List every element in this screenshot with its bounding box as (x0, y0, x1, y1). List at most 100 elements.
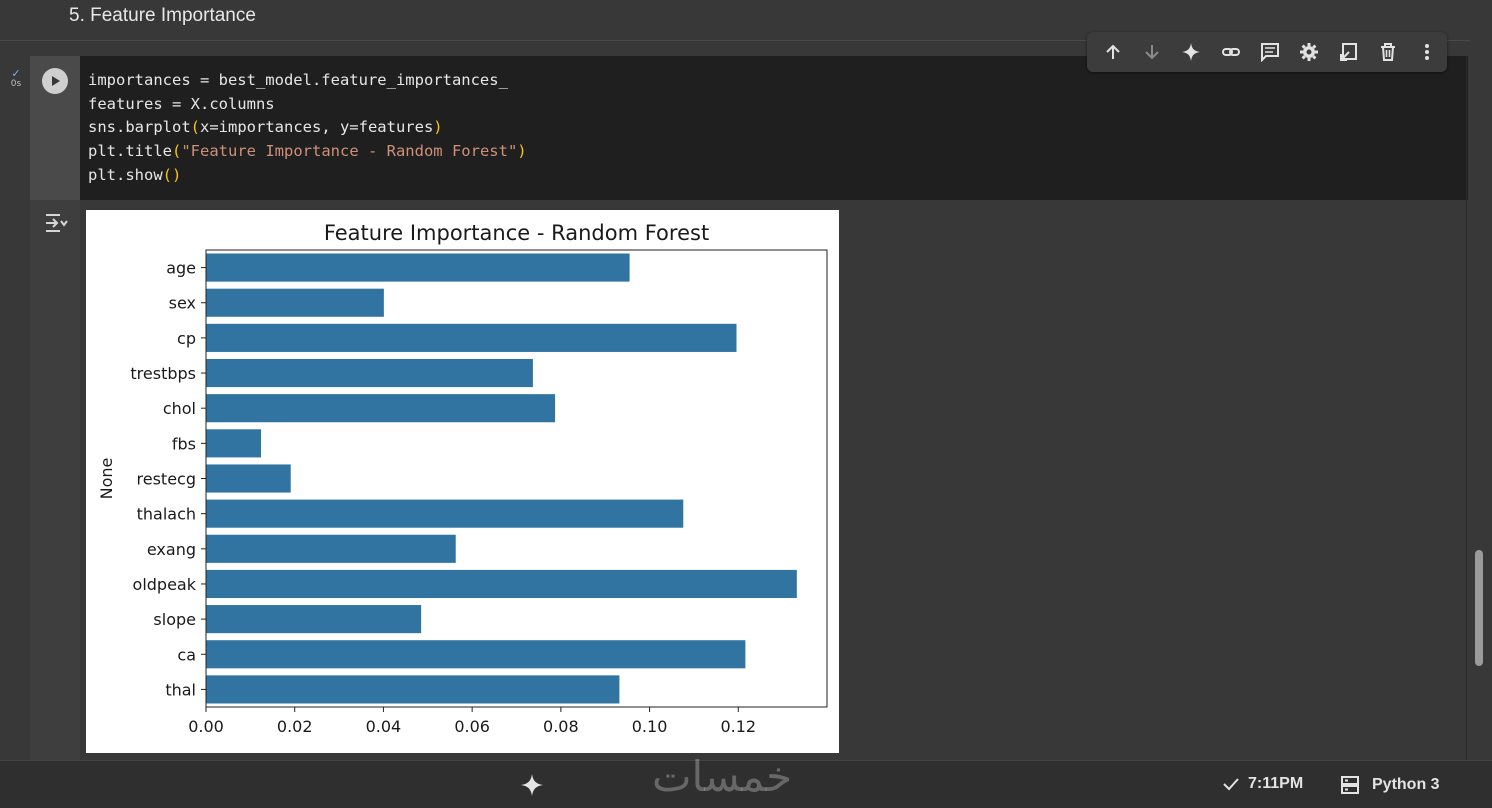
code-line[interactable]: sns.barplot(x=importances, y=features) (88, 116, 527, 140)
trash-icon (1380, 43, 1395, 61)
code-token: ( (190, 118, 200, 137)
arrow-up-icon (1105, 44, 1120, 59)
cell-gutter (30, 56, 80, 200)
y-tick-label: cp (177, 329, 196, 348)
cell-divider (0, 40, 1470, 41)
y-tick-label: sex (169, 294, 196, 313)
bar-chol (206, 394, 556, 423)
cell-output: Feature Importance - Random Forest age sex… (30, 200, 1468, 760)
y-tick-label: chol (163, 399, 196, 418)
bar-age (206, 253, 630, 282)
y-tick-label: ca (177, 645, 196, 664)
code-token: features = X.columns (88, 94, 275, 113)
code-editor[interactable]: importances = best_model.feature_importa… (80, 56, 1468, 200)
bar-chart: Feature Importance - Random Forest age sex… (97, 221, 828, 736)
y-tick-label: fbs (172, 434, 196, 453)
x-tick-label: 0.06 (454, 717, 490, 736)
arrow-down-icon (1145, 45, 1159, 60)
section-heading: 5. Feature Importance (69, 5, 256, 26)
code-line[interactable]: plt.title("Feature Importance - Random F… (88, 140, 527, 164)
bar-trestbps (206, 358, 533, 388)
y-tick-label: exang (147, 540, 196, 559)
play-icon (52, 76, 60, 86)
code-token: "Feature Importance - Random Forest" (181, 142, 518, 161)
scrollbar-thumb[interactable] (1475, 550, 1483, 666)
bar-sex (206, 288, 384, 317)
mirror-cell-button[interactable] (1329, 34, 1368, 70)
code-token: sns.barplot (88, 118, 191, 137)
y-tick-label: thal (165, 680, 196, 699)
x-tick-label: 0.04 (366, 717, 402, 736)
bar-slope (206, 605, 422, 634)
chart-title: Feature Importance - Random Forest (324, 221, 709, 245)
sparkle-icon (1182, 43, 1201, 61)
code-line[interactable]: features = X.columns (88, 93, 527, 117)
code-token: ( (172, 142, 182, 161)
code-line[interactable]: plt.show() (88, 164, 527, 188)
code-token: plt.title (88, 142, 172, 161)
code-token: importances = best_model.feature_importa… (88, 71, 508, 89)
trash-button[interactable] (1368, 34, 1407, 70)
comment-icon (1260, 43, 1279, 62)
cell-toolbar (1087, 32, 1447, 72)
y-tick-label: trestbps (130, 364, 196, 383)
plot-axes (205, 249, 828, 708)
bar-thalach (206, 499, 684, 528)
execution-time: 0s (10, 79, 22, 89)
status-bar: 7:11PM Python 3 (0, 760, 1492, 808)
y-tick-label: slope (153, 610, 196, 629)
code-token: ) (517, 142, 527, 161)
x-tick-label: 0.10 (632, 717, 668, 736)
comment-button[interactable] (1250, 34, 1289, 70)
y-tick-label: restecg (137, 470, 196, 489)
check-icon (1223, 778, 1239, 791)
code-token: ) (433, 118, 443, 137)
gear-icon (1300, 43, 1319, 61)
output-gutter (30, 200, 80, 760)
y-axis-label: None (97, 458, 116, 500)
output-actions-button[interactable] (42, 210, 70, 236)
y-tick-label: oldpeak (133, 575, 197, 594)
code-token: () (162, 165, 182, 184)
run-cell-button[interactable] (42, 68, 68, 94)
gear-button[interactable] (1290, 34, 1329, 70)
text-cell[interactable]: 5. Feature Importance (0, 0, 1470, 40)
watermark: خمسات (652, 752, 793, 801)
runtime-label: Python 3 (1372, 776, 1440, 793)
more-vert-button[interactable] (1408, 34, 1447, 70)
code-cell[interactable]: ✓ 0s importances = best_model.feature_im… (11, 56, 1468, 760)
bar-cp (206, 323, 737, 352)
sparkle-icon (521, 774, 543, 796)
bar-fbs (206, 429, 262, 458)
y-tick-label: age (166, 259, 196, 278)
output-menu-icon (46, 214, 68, 232)
more-vert-icon (1425, 44, 1430, 60)
bar-oldpeak (206, 569, 797, 599)
x-tick-label: 0.12 (720, 717, 756, 736)
bar-ca (206, 640, 746, 669)
x-tick-label: 0.08 (543, 717, 579, 736)
bar-thal (206, 675, 620, 704)
gemini-button[interactable] (518, 771, 546, 799)
execution-summary[interactable]: 7:11PM (1222, 775, 1303, 793)
link-icon (1221, 48, 1240, 56)
last-run-time: 7:11PM (1248, 775, 1304, 792)
x-tick-label: 0.02 (277, 717, 313, 736)
x-tick-label: 0.00 (188, 717, 224, 736)
bar-restecg (206, 464, 291, 493)
bar-exang (206, 534, 456, 563)
plot-image: Feature Importance - Random Forest age sex… (86, 210, 839, 753)
link-button[interactable] (1211, 34, 1250, 70)
code-line[interactable]: importances = best_model.feature_importa… (88, 69, 527, 93)
runtime-indicator[interactable]: Python 3 (1340, 775, 1440, 795)
check-icon: ✓ (11, 67, 21, 80)
sparkle-button[interactable] (1172, 34, 1211, 70)
cell-edge (1466, 56, 1467, 760)
code-token: plt.show (88, 165, 163, 184)
arrow-up-button[interactable] (1093, 34, 1132, 70)
code-text[interactable]: importances = best_model.feature_importa… (88, 69, 527, 188)
arrow-down-button[interactable] (1132, 34, 1171, 70)
mirror-cell-icon (1339, 43, 1357, 61)
execution-status: ✓ 0s (8, 68, 24, 90)
